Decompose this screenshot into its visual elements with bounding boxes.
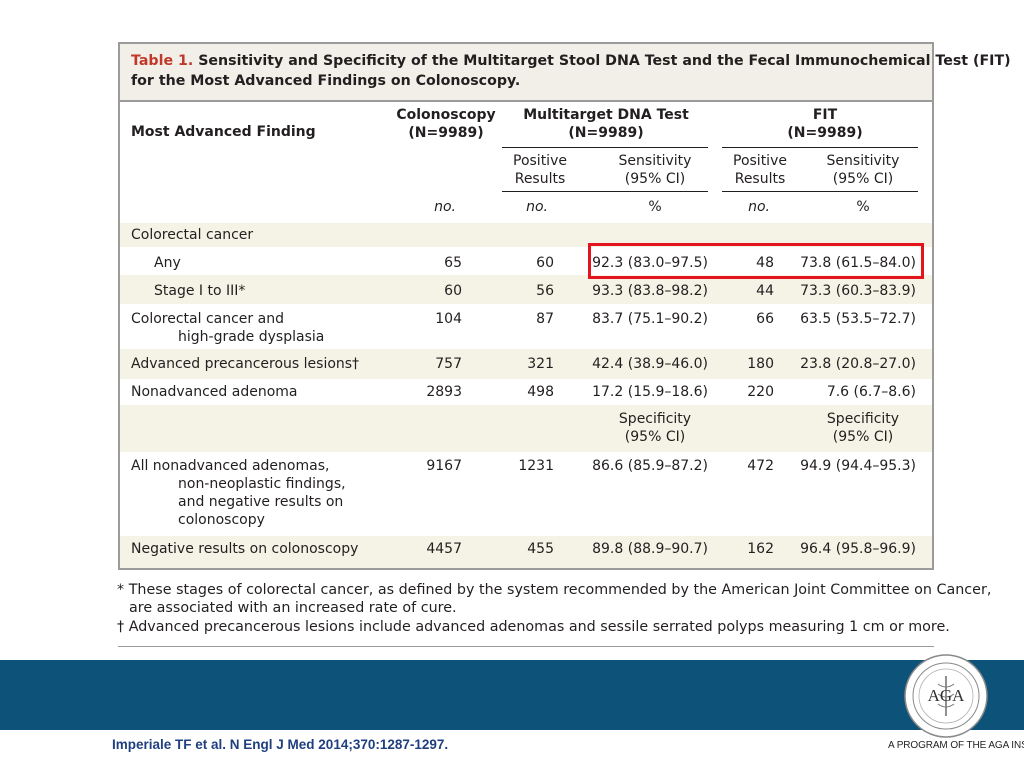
header-fit-n: (N=9989) <box>787 125 863 141</box>
all-nonadv-fit-positive: 472 <box>747 458 774 474</box>
any-dna-positive: 60 <box>536 255 554 271</box>
results-table: Table 1. Sensitivity and Specificity of … <box>118 42 1011 570</box>
any-fit-positive: 48 <box>756 255 774 271</box>
fit-results-label: Results <box>734 171 786 187</box>
table-title-bar: Table 1. Sensitivity and Specificity of … <box>120 44 1011 102</box>
unit-dna-positive: no. <box>526 199 548 215</box>
row-label-nonadvanced: Nonadvanced adenoma <box>131 384 298 400</box>
fit-sensitivity-ci-label: (95% CI) <box>832 171 894 187</box>
row-label-any: Any <box>154 255 181 271</box>
citation: Imperiale TF et al. N Engl J Med 2014;37… <box>112 737 449 752</box>
dna-subheader-rule <box>502 191 708 192</box>
row-label-crc-hgd-line1: Colorectal cancer and <box>131 311 284 327</box>
crc-hgd-fit-positive: 66 <box>756 311 774 327</box>
row-label-all-nonadvanced-line4: colonoscopy <box>178 512 265 528</box>
crc-hgd-dna-sensitivity: 83.7 (75.1–90.2) <box>592 311 708 327</box>
any-dna-sensitivity: 92.3 (83.0–97.5) <box>592 255 708 271</box>
apl-fit-sensitivity: 23.8 (20.8–27.0) <box>800 356 916 372</box>
table-title-line-2: for the Most Advanced Findings on Colono… <box>131 73 521 89</box>
row-label-all-nonadvanced-line3: and negative results on <box>178 494 344 510</box>
header-colonoscopy: Colonoscopy <box>396 107 496 123</box>
nonadv-dna-sensitivity: 17.2 (15.9–18.6) <box>592 384 708 400</box>
stage-fit-sensitivity: 73.3 (60.3–83.9) <box>800 283 916 299</box>
stage-fit-positive: 44 <box>756 283 774 299</box>
footnote-divider <box>118 646 934 647</box>
dna-sensitivity-ci-label: (95% CI) <box>624 171 686 187</box>
unit-fit-sensitivity: % <box>856 199 870 215</box>
stage-dna-positive: 56 <box>536 283 554 299</box>
table-title-line-1: Table 1. Sensitivity and Specificity of … <box>131 53 1011 69</box>
dna-positive-label: Positive <box>513 153 567 169</box>
dna-specificity-ci-label: (95% CI) <box>624 429 686 445</box>
fit-specificity-label: Specificity <box>826 411 900 427</box>
all-nonadv-fit-specificity: 94.9 (94.4–95.3) <box>800 458 916 474</box>
unit-dna-sensitivity: % <box>648 199 662 215</box>
unit-fit-positive: no. <box>748 199 770 215</box>
header-most-advanced-finding: Most Advanced Finding <box>131 124 316 140</box>
crc-hgd-dna-positive: 87 <box>536 311 554 327</box>
fit-positive-label: Positive <box>733 153 787 169</box>
negative-fit-specificity: 96.4 (95.8–96.9) <box>800 541 916 557</box>
dna-results-label: Results <box>514 171 566 187</box>
row-label-apl: Advanced precancerous lesions† <box>131 356 360 372</box>
apl-dna-positive: 321 <box>527 356 554 372</box>
footnote-star-line2: are associated with an increased rate of… <box>129 600 457 616</box>
row-label-crc-hgd-line2: high-grade dysplasia <box>178 329 325 345</box>
any-colonoscopy: 65 <box>444 255 462 271</box>
fit-specificity-ci-label: (95% CI) <box>832 429 894 445</box>
row-stripe-negative <box>120 536 932 568</box>
negative-dna-specificity: 89.8 (88.9–90.7) <box>592 541 708 557</box>
fit-subheader-rule <box>722 191 918 192</box>
header-colonoscopy-n: (N=9989) <box>408 125 484 141</box>
dna-specificity-label: Specificity <box>618 411 692 427</box>
fit-sensitivity-label: Sensitivity <box>826 153 900 169</box>
footnote-dagger: † Advanced precancerous lesions include … <box>117 619 950 635</box>
negative-colonoscopy: 4457 <box>426 541 462 557</box>
row-stripe-apl <box>120 349 932 379</box>
all-nonadv-dna-specificity: 86.6 (85.9–87.2) <box>592 458 708 474</box>
negative-dna-positive: 455 <box>527 541 554 557</box>
crc-hgd-colonoscopy: 104 <box>435 311 462 327</box>
stage-colonoscopy: 60 <box>444 283 462 299</box>
row-label-all-nonadvanced-line1: All nonadvanced adenomas, <box>131 458 330 474</box>
all-nonadv-dna-positive: 1231 <box>518 458 554 474</box>
dna-header-rule <box>502 147 708 148</box>
sensitivity-highlight-box <box>588 243 924 279</box>
row-stripe-stage <box>120 275 932 304</box>
apl-dna-sensitivity: 42.4 (38.9–46.0) <box>592 356 708 372</box>
any-fit-sensitivity: 73.8 (61.5–84.0) <box>800 255 916 271</box>
row-label-stage: Stage I to III* <box>154 283 246 299</box>
table-title-text: Sensitivity and Specificity of the Multi… <box>198 53 1011 69</box>
nonadv-dna-positive: 498 <box>527 384 554 400</box>
fit-header-rule <box>722 147 918 148</box>
row-label-negative: Negative results on colonoscopy <box>131 541 359 557</box>
apl-colonoscopy: 757 <box>435 356 462 372</box>
header-dna-test-n: (N=9989) <box>568 125 644 141</box>
nonadv-fit-sensitivity: 7.6 (6.7–8.6) <box>826 384 916 400</box>
all-nonadv-colonoscopy: 9167 <box>426 458 462 474</box>
program-tagline: A PROGRAM OF THE AGA INSTITUTE <box>888 740 1024 751</box>
nonadv-colonoscopy: 2893 <box>426 384 462 400</box>
dna-sensitivity-label: Sensitivity <box>618 153 692 169</box>
stage-dna-sensitivity: 93.3 (83.8–98.2) <box>592 283 708 299</box>
row-stripe-specificity <box>120 405 932 452</box>
header-fit: FIT <box>812 107 838 123</box>
aga-seal-logo: AGA <box>904 654 988 738</box>
unit-colonoscopy: no. <box>434 199 456 215</box>
negative-fit-positive: 162 <box>747 541 774 557</box>
aga-logo-initials: AGA <box>928 686 966 705</box>
table-label: Table 1. <box>131 53 194 69</box>
apl-fit-positive: 180 <box>747 356 774 372</box>
header-dna-test: Multitarget DNA Test <box>523 107 689 123</box>
nonadv-fit-positive: 220 <box>747 384 774 400</box>
footnote-star-line1: * These stages of colorectal cancer, as … <box>117 582 992 598</box>
row-label-all-nonadvanced-line2: non-neoplastic findings, <box>178 476 346 492</box>
row-label-colorectal-cancer: Colorectal cancer <box>131 227 254 243</box>
crc-hgd-fit-sensitivity: 63.5 (53.5–72.7) <box>800 311 916 327</box>
footer-band <box>0 660 1024 730</box>
